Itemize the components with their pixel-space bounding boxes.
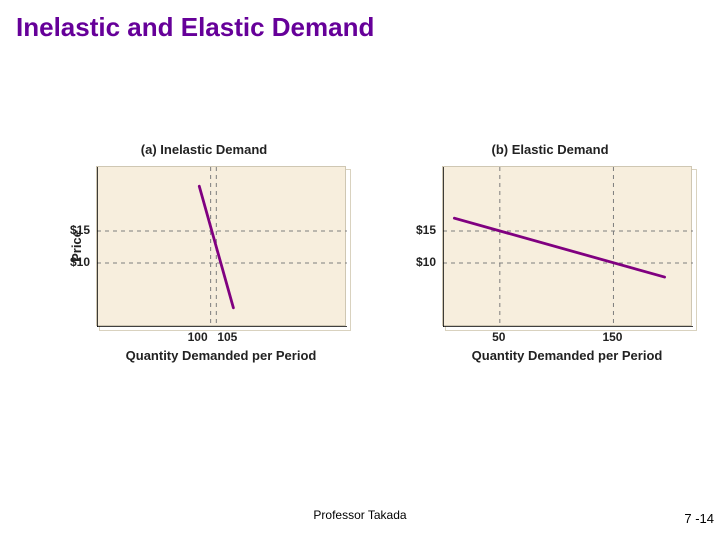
y-tick-label: $15 <box>416 223 436 237</box>
x-tick-label: 150 <box>602 330 622 344</box>
footer-author: Professor Takada <box>0 508 720 522</box>
chart-b-xlabel: Quantity Demanded per Period <box>442 348 692 363</box>
chart-b-svg <box>443 167 693 327</box>
chart-a-plot <box>96 166 346 326</box>
chart-a-title: (a) Inelastic Demand <box>54 142 354 157</box>
footer-page: 7 -14 <box>684 511 714 526</box>
chart-b-title: (b) Elastic Demand <box>400 142 700 157</box>
x-tick-label: 100 <box>188 330 208 344</box>
chart-a-svg <box>97 167 347 327</box>
x-tick-label: 50 <box>492 330 505 344</box>
slide: Inelastic and Elastic Demand (a) Inelast… <box>0 0 720 540</box>
y-tick-label: $15 <box>70 223 90 237</box>
x-tick-label: 105 <box>217 330 237 344</box>
chart-a-xlabel: Quantity Demanded per Period <box>96 348 346 363</box>
chart-b: (b) Elastic Demand Quantity Demanded per… <box>400 142 700 382</box>
page-title: Inelastic and Elastic Demand <box>16 12 374 43</box>
chart-a: (a) Inelastic Demand Price Quantity Dema… <box>54 142 354 382</box>
y-tick-label: $10 <box>416 255 436 269</box>
chart-b-plot <box>442 166 692 326</box>
y-tick-label: $10 <box>70 255 90 269</box>
